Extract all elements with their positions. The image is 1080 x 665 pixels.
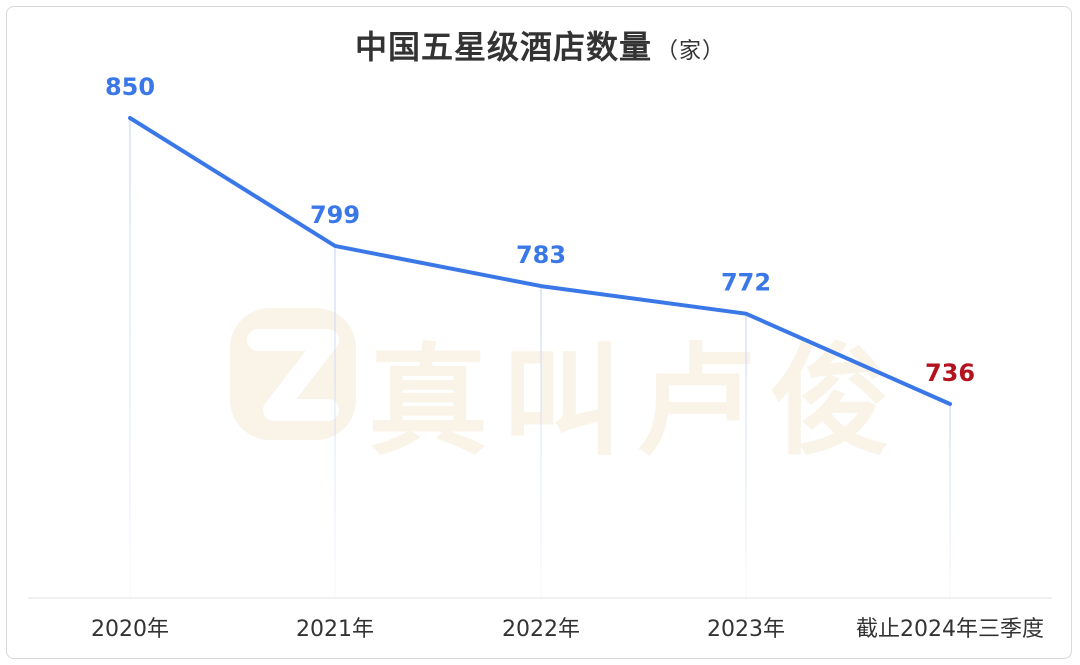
data-label: 799 [310,201,360,229]
x-tick-label: 截止2024年三季度 [856,617,1044,642]
chart-title: 中国五星级酒店数量 （家） [0,22,1080,68]
x-tick-label: 2020年 [91,617,169,642]
series-line [128,116,952,406]
data-label: 783 [516,241,566,269]
chart-title-unit: （家） [656,39,726,64]
drop-line [540,286,542,598]
drop-line [334,245,336,598]
x-tick-label: 2021年 [296,617,374,642]
data-label: 850 [105,73,155,101]
chart-frame [6,6,1072,659]
x-tick-label: 2023年 [707,617,785,642]
x-tick-label: 2022年 [502,617,580,642]
data-label: 772 [721,269,771,297]
drop-line [949,404,951,598]
data-label: 736 [925,359,975,387]
chart-title-text: 中国五星级酒店数量 [354,28,652,66]
drop-line [129,118,131,598]
drop-line [745,313,747,598]
